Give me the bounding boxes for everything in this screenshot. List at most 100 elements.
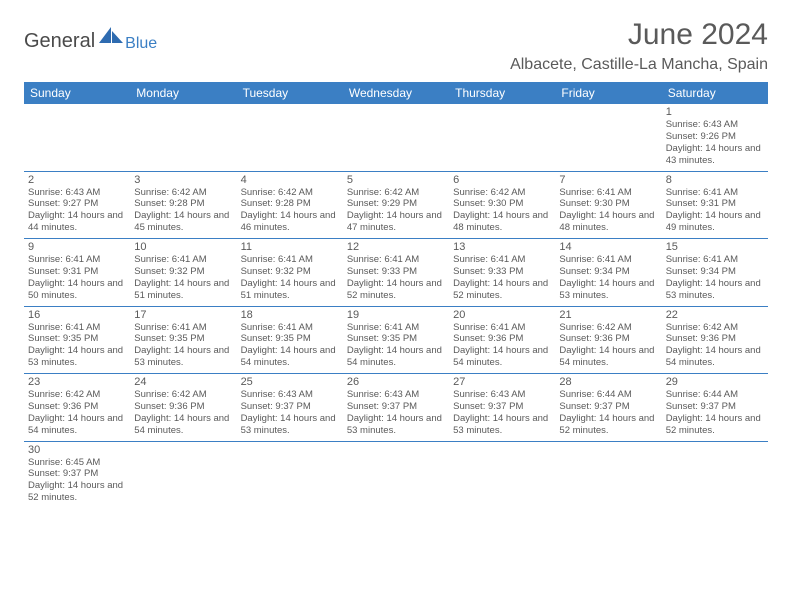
day-header: Saturday xyxy=(662,82,768,104)
location: Albacete, Castille-La Mancha, Spain xyxy=(510,56,768,74)
sunset-line: Sunset: 9:35 PM xyxy=(241,333,339,345)
day-header: Thursday xyxy=(449,82,555,104)
day-cell: 10Sunrise: 6:41 AMSunset: 9:32 PMDayligh… xyxy=(130,239,236,306)
sunrise-line: Sunrise: 6:41 AM xyxy=(559,187,657,199)
day-cell: 1Sunrise: 6:43 AMSunset: 9:26 PMDaylight… xyxy=(662,104,768,171)
day-cell xyxy=(237,442,343,509)
sunset-line: Sunset: 9:34 PM xyxy=(559,266,657,278)
day-cell: 22Sunrise: 6:42 AMSunset: 9:36 PMDayligh… xyxy=(662,307,768,374)
sunrise-line: Sunrise: 6:41 AM xyxy=(241,254,339,266)
week-row: 2Sunrise: 6:43 AMSunset: 9:27 PMDaylight… xyxy=(24,172,768,240)
daylight-line: Daylight: 14 hours and 52 minutes. xyxy=(666,413,764,437)
sunrise-line: Sunrise: 6:44 AM xyxy=(559,389,657,401)
sunrise-line: Sunrise: 6:41 AM xyxy=(134,322,232,334)
daylight-line: Daylight: 14 hours and 52 minutes. xyxy=(453,278,551,302)
day-number: 24 xyxy=(134,376,232,388)
sunset-line: Sunset: 9:33 PM xyxy=(347,266,445,278)
day-cell: 16Sunrise: 6:41 AMSunset: 9:35 PMDayligh… xyxy=(24,307,130,374)
daylight-line: Daylight: 14 hours and 54 minutes. xyxy=(241,345,339,369)
day-cell: 24Sunrise: 6:42 AMSunset: 9:36 PMDayligh… xyxy=(130,374,236,441)
day-cell: 7Sunrise: 6:41 AMSunset: 9:30 PMDaylight… xyxy=(555,172,661,239)
week-row: 23Sunrise: 6:42 AMSunset: 9:36 PMDayligh… xyxy=(24,374,768,442)
day-cell: 8Sunrise: 6:41 AMSunset: 9:31 PMDaylight… xyxy=(662,172,768,239)
day-cell xyxy=(237,104,343,171)
day-number: 10 xyxy=(134,241,232,253)
week-row: 1Sunrise: 6:43 AMSunset: 9:26 PMDaylight… xyxy=(24,104,768,172)
day-cell: 6Sunrise: 6:42 AMSunset: 9:30 PMDaylight… xyxy=(449,172,555,239)
sunrise-line: Sunrise: 6:45 AM xyxy=(28,457,126,469)
day-cell xyxy=(449,442,555,509)
day-cell xyxy=(555,104,661,171)
logo-sail-icon xyxy=(99,27,125,50)
sunrise-line: Sunrise: 6:41 AM xyxy=(559,254,657,266)
day-cell: 3Sunrise: 6:42 AMSunset: 9:28 PMDaylight… xyxy=(130,172,236,239)
day-number: 1 xyxy=(666,106,764,118)
day-cell: 20Sunrise: 6:41 AMSunset: 9:36 PMDayligh… xyxy=(449,307,555,374)
day-number: 27 xyxy=(453,376,551,388)
day-number: 8 xyxy=(666,174,764,186)
daylight-line: Daylight: 14 hours and 49 minutes. xyxy=(666,210,764,234)
sunset-line: Sunset: 9:30 PM xyxy=(559,198,657,210)
day-cell: 28Sunrise: 6:44 AMSunset: 9:37 PMDayligh… xyxy=(555,374,661,441)
sunset-line: Sunset: 9:33 PM xyxy=(453,266,551,278)
sunset-line: Sunset: 9:36 PM xyxy=(559,333,657,345)
sunrise-line: Sunrise: 6:43 AM xyxy=(241,389,339,401)
sunrise-line: Sunrise: 6:43 AM xyxy=(347,389,445,401)
sunrise-line: Sunrise: 6:42 AM xyxy=(666,322,764,334)
daylight-line: Daylight: 14 hours and 54 minutes. xyxy=(559,345,657,369)
sunrise-line: Sunrise: 6:41 AM xyxy=(241,322,339,334)
day-cell xyxy=(343,104,449,171)
daylight-line: Daylight: 14 hours and 53 minutes. xyxy=(241,413,339,437)
daylight-line: Daylight: 14 hours and 50 minutes. xyxy=(28,278,126,302)
day-cell: 13Sunrise: 6:41 AMSunset: 9:33 PMDayligh… xyxy=(449,239,555,306)
daylight-line: Daylight: 14 hours and 48 minutes. xyxy=(453,210,551,234)
day-cell: 14Sunrise: 6:41 AMSunset: 9:34 PMDayligh… xyxy=(555,239,661,306)
day-number: 3 xyxy=(134,174,232,186)
day-cell: 23Sunrise: 6:42 AMSunset: 9:36 PMDayligh… xyxy=(24,374,130,441)
day-number: 21 xyxy=(559,309,657,321)
sunrise-line: Sunrise: 6:41 AM xyxy=(28,322,126,334)
sunset-line: Sunset: 9:36 PM xyxy=(28,401,126,413)
day-number: 2 xyxy=(28,174,126,186)
day-cell xyxy=(130,442,236,509)
day-number: 17 xyxy=(134,309,232,321)
sunset-line: Sunset: 9:34 PM xyxy=(666,266,764,278)
day-cell: 5Sunrise: 6:42 AMSunset: 9:29 PMDaylight… xyxy=(343,172,449,239)
day-number: 30 xyxy=(28,444,126,456)
day-cell: 18Sunrise: 6:41 AMSunset: 9:35 PMDayligh… xyxy=(237,307,343,374)
day-header-row: SundayMondayTuesdayWednesdayThursdayFrid… xyxy=(24,82,768,104)
sunrise-line: Sunrise: 6:42 AM xyxy=(28,389,126,401)
week-row: 30Sunrise: 6:45 AMSunset: 9:37 PMDayligh… xyxy=(24,442,768,509)
sunset-line: Sunset: 9:29 PM xyxy=(347,198,445,210)
week-row: 9Sunrise: 6:41 AMSunset: 9:31 PMDaylight… xyxy=(24,239,768,307)
day-cell xyxy=(24,104,130,171)
day-number: 28 xyxy=(559,376,657,388)
day-cell: 4Sunrise: 6:42 AMSunset: 9:28 PMDaylight… xyxy=(237,172,343,239)
day-cell: 19Sunrise: 6:41 AMSunset: 9:35 PMDayligh… xyxy=(343,307,449,374)
header: General Blue June 2024 Albacete, Castill… xyxy=(24,18,768,74)
sunrise-line: Sunrise: 6:42 AM xyxy=(134,389,232,401)
sunrise-line: Sunrise: 6:41 AM xyxy=(453,322,551,334)
daylight-line: Daylight: 14 hours and 43 minutes. xyxy=(666,143,764,167)
daylight-line: Daylight: 14 hours and 54 minutes. xyxy=(347,345,445,369)
day-cell: 30Sunrise: 6:45 AMSunset: 9:37 PMDayligh… xyxy=(24,442,130,509)
day-header: Monday xyxy=(130,82,236,104)
sunset-line: Sunset: 9:37 PM xyxy=(241,401,339,413)
sunrise-line: Sunrise: 6:41 AM xyxy=(453,254,551,266)
title-block: June 2024 Albacete, Castille-La Mancha, … xyxy=(510,18,768,74)
day-number: 5 xyxy=(347,174,445,186)
sunrise-line: Sunrise: 6:42 AM xyxy=(347,187,445,199)
sunrise-line: Sunrise: 6:41 AM xyxy=(666,254,764,266)
sunset-line: Sunset: 9:37 PM xyxy=(28,468,126,480)
daylight-line: Daylight: 14 hours and 54 minutes. xyxy=(666,345,764,369)
sunrise-line: Sunrise: 6:41 AM xyxy=(347,254,445,266)
sunrise-line: Sunrise: 6:41 AM xyxy=(134,254,232,266)
logo-text-general: General xyxy=(24,30,95,53)
day-cell: 17Sunrise: 6:41 AMSunset: 9:35 PMDayligh… xyxy=(130,307,236,374)
sunset-line: Sunset: 9:31 PM xyxy=(666,198,764,210)
day-number: 13 xyxy=(453,241,551,253)
sunset-line: Sunset: 9:35 PM xyxy=(28,333,126,345)
day-number: 11 xyxy=(241,241,339,253)
day-cell: 26Sunrise: 6:43 AMSunset: 9:37 PMDayligh… xyxy=(343,374,449,441)
daylight-line: Daylight: 14 hours and 53 minutes. xyxy=(134,345,232,369)
